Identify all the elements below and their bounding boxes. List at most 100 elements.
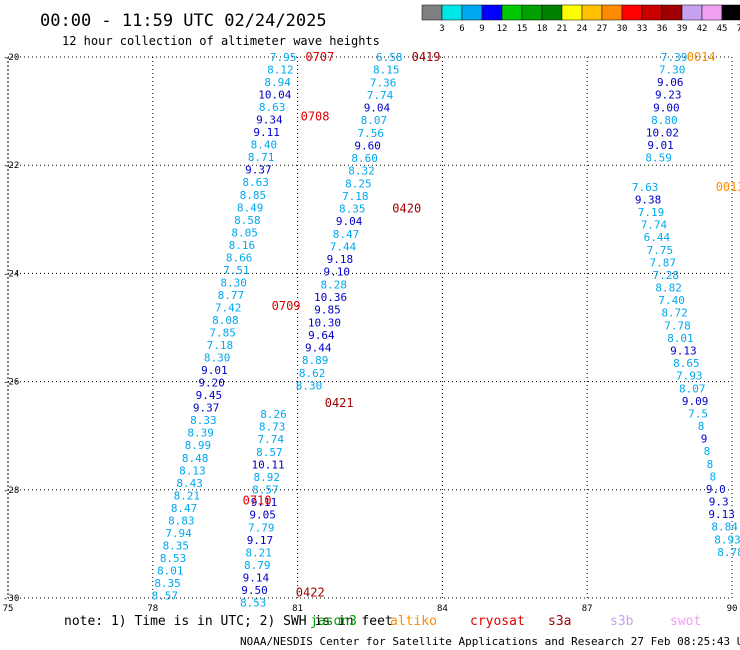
wave-height-label: 7.36 [370, 76, 397, 89]
scale-swatch [601, 4, 623, 21]
wave-height-label: 8.57 [152, 590, 179, 603]
scale-tick-label: 42 [697, 24, 708, 34]
wave-height-label: 8.33 [190, 414, 217, 427]
scale-tick-label: 15 [517, 24, 528, 34]
x-tick-label: 87 [582, 604, 593, 614]
wave-height-label: 8.79 [244, 559, 271, 572]
satellite-legend-item: cryosat [470, 614, 525, 629]
axis-ticks: 75 78 81 84 87 90 -20 -22 -24 -26 -28 -30 [3, 53, 738, 614]
wave-height-label: 8.16 [229, 239, 256, 252]
color-scale: 36912151821242730333639424570(ft) [421, 4, 740, 34]
wave-height-label: 9.05 [249, 509, 276, 522]
wave-height-label: 8 [698, 420, 705, 433]
credit-footer: NOAA/NESDIS Center for Satellite Applica… [240, 635, 740, 648]
y-tick-label: -20 [3, 53, 19, 63]
wave-height-label: 7.56 [358, 127, 385, 140]
wave-height-label: 8.30 [296, 379, 323, 392]
wave-height-label: 9.64 [308, 329, 335, 342]
satellite-legend: jason3 altiko cryosat s3a s3b swot [310, 614, 701, 629]
scale-tick-label: 33 [637, 24, 648, 34]
wave-height-label: 9.11 [251, 496, 278, 509]
y-tick-label: -28 [3, 486, 19, 496]
wave-height-label: 9.37 [245, 164, 272, 177]
pass-label: 0014 [687, 50, 716, 64]
wave-height-label: 8.66 [226, 251, 253, 264]
scale-swatch [441, 4, 463, 21]
pass-label: 0708 [301, 110, 330, 124]
wave-height-label: 7.87 [650, 256, 677, 269]
wave-height-label: 8.40 [251, 139, 278, 152]
wave-height-label: 8.92 [253, 471, 280, 484]
wave-height-labels: 7.958.128.9410.048.639.349.118.408.719.3… [152, 51, 740, 610]
scale-swatch [421, 4, 443, 21]
scale-tick-label: 18 [537, 24, 548, 34]
wave-height-label: 9.04 [364, 102, 391, 115]
wave-height-label: 7.42 [215, 301, 242, 314]
scale-swatch [641, 4, 663, 21]
scale-tick-label: 45 [717, 24, 728, 34]
y-tick-label: -26 [3, 378, 19, 388]
pass-label: 0422 [296, 586, 325, 600]
wave-height-label: 8.53 [240, 597, 267, 610]
wave-height-label: 8.13 [179, 464, 206, 477]
scale-swatch [581, 4, 603, 21]
x-tick-label: 75 [3, 604, 14, 614]
wave-height-label: 8.93 [714, 533, 740, 546]
wave-height-label: 7.78 [664, 319, 691, 332]
wave-height-label: 8.53 [160, 552, 187, 565]
wave-height-label: 9.00 [653, 101, 680, 114]
wave-height-label: 7.51 [223, 264, 250, 277]
wave-height-label: 10.11 [251, 458, 284, 471]
wave-height-label: 8.85 [240, 189, 267, 202]
wave-height-label: 8 [704, 445, 711, 458]
x-tick-label: 78 [147, 604, 158, 614]
wave-height-label: 8.58 [234, 214, 261, 227]
wave-height-label: 7.74 [367, 89, 394, 102]
wave-height-label: 8.25 [345, 177, 372, 190]
wave-height-label: 8.30 [204, 352, 231, 365]
wave-height-label: 8.73 [259, 421, 286, 434]
wave-height-label: 9.3 [709, 496, 729, 509]
wave-height-label: 7.18 [207, 339, 234, 352]
scale-tick-label: 6 [459, 24, 464, 34]
wave-height-label: 8.82 [655, 282, 682, 295]
wave-height-label: 9.44 [305, 342, 332, 355]
wave-height-label: 9.45 [196, 389, 223, 402]
pass-label: 0013 [716, 180, 740, 194]
scale-tick-label: 39 [677, 24, 688, 34]
wave-height-label: 8.08 [212, 314, 239, 327]
wave-height-label: 9.13 [708, 508, 735, 521]
scale-swatch [521, 4, 543, 21]
wave-height-label: 8 [710, 470, 717, 483]
wave-height-label: 8.63 [259, 101, 286, 114]
wave-height-label: 8.35 [154, 577, 181, 590]
wave-height-label: 8.49 [237, 201, 264, 214]
wave-height-label: 7.44 [330, 240, 357, 253]
scale-swatch [621, 4, 643, 21]
scale-tick-label: 21 [557, 24, 568, 34]
wave-height-label: 8.57 [256, 446, 283, 459]
scale-swatch [681, 4, 703, 21]
wave-height-label: 7.85 [209, 327, 236, 340]
wave-height-label: 8.99 [185, 439, 212, 452]
footnote: note: 1) Time is in UTC; 2) SWH is in fe… [64, 614, 393, 629]
wave-height-label: 8.47 [171, 502, 198, 515]
y-tick-label: -30 [3, 594, 19, 604]
satellite-legend-item: altiko [390, 614, 437, 629]
wave-height-label: 8.43 [176, 477, 203, 490]
scale-tick-label: 27 [597, 24, 608, 34]
wave-height-label: 8.01 [157, 564, 184, 577]
wave-height-label: 9.01 [201, 364, 228, 377]
wave-height-label: 8.48 [182, 452, 209, 465]
pass-label: 0709 [272, 299, 301, 313]
satellite-legend-item: s3a [548, 614, 571, 629]
wave-height-label: 8.78 [717, 546, 740, 559]
wave-height-label: 8.59 [645, 152, 672, 165]
scale-swatch [561, 4, 583, 21]
wave-height-label: 7.19 [638, 206, 665, 219]
wave-height-label: 9.10 [324, 266, 351, 279]
wave-height-label: 7.93 [676, 370, 703, 383]
wave-height-label: 8.80 [651, 114, 678, 127]
wave-height-label: 10.04 [258, 89, 291, 102]
